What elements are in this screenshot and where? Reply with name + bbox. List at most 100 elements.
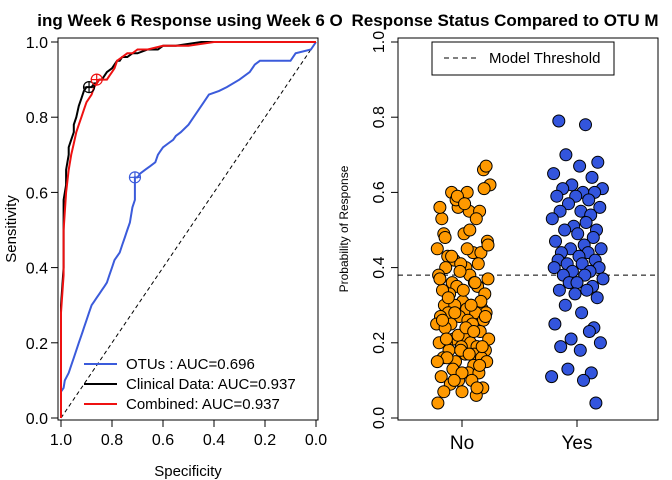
point-yes	[582, 325, 596, 338]
scatter-legend-label: Model Threshold	[489, 50, 600, 67]
roc-legend-label-0: OTUs : AUC=0.696	[126, 356, 255, 373]
point-yes	[578, 268, 592, 282]
point-yes	[594, 242, 608, 256]
point-yes	[554, 340, 568, 354]
roc-curve-2	[60, 41, 316, 418]
point-no	[445, 249, 459, 263]
point-no	[481, 272, 495, 286]
point-no	[441, 291, 455, 305]
roc-xtick-label: 1.0	[50, 432, 72, 449]
point-yes	[589, 396, 603, 410]
point-no	[478, 310, 492, 323]
point-yes	[585, 170, 599, 184]
point-yes	[547, 167, 561, 181]
point-yes	[558, 223, 572, 237]
roc-ytick-label: 0.8	[26, 110, 48, 127]
point-yes	[580, 283, 594, 297]
point-yes	[582, 193, 596, 207]
point-no	[473, 358, 487, 372]
point-no	[470, 381, 484, 395]
point-yes	[573, 159, 587, 173]
point-no	[456, 283, 470, 297]
roc-legend-label-2: Combined: AUC=0.937	[126, 396, 280, 413]
roc-curve-0	[60, 41, 317, 418]
scatter-ytick-label: 0.2	[371, 332, 388, 354]
point-no	[438, 231, 452, 244]
point-no	[455, 385, 469, 399]
point-yes	[550, 189, 564, 203]
roc-threshold-marker-2	[90, 73, 103, 86]
point-no	[471, 257, 485, 271]
scatter-ytick-label: 0.6	[371, 181, 388, 203]
point-no	[467, 325, 481, 338]
point-no	[479, 159, 493, 173]
point-no	[435, 212, 449, 226]
scatter-ytick-label: 1.0	[371, 31, 388, 53]
point-no	[477, 182, 491, 196]
scatter-plot-frame	[397, 37, 659, 421]
point-yes	[545, 212, 559, 226]
point-no	[468, 276, 482, 290]
roc-legend: OTUs : AUC=0.696 Clinical Data: AUC=0.937…	[84, 356, 296, 413]
point-yes	[553, 204, 567, 218]
roc-xtick-label: 0.0	[305, 432, 327, 449]
point-yes	[579, 118, 592, 132]
point-no	[462, 347, 476, 361]
roc-xtick-label: 0.2	[254, 432, 276, 449]
point-yes	[562, 197, 575, 211]
point-no	[463, 223, 477, 237]
point-no	[481, 238, 495, 252]
roc-threshold-marker-1	[82, 81, 96, 94]
point-no	[433, 272, 447, 286]
point-no	[458, 197, 472, 211]
point-no	[437, 385, 451, 399]
point-yes	[575, 306, 589, 320]
scatter-points-group	[430, 114, 610, 410]
point-no	[469, 212, 483, 226]
point-no	[431, 396, 445, 410]
roc-xtick-label: 0.8	[101, 432, 123, 449]
point-yes	[545, 370, 559, 384]
point-yes	[593, 200, 607, 214]
roc-reference-diagonal	[60, 41, 317, 419]
roc-ytick-label: 0.6	[26, 185, 48, 202]
point-yes	[561, 362, 575, 376]
point-no	[447, 373, 461, 387]
scatter-xtick-label-no: No	[450, 433, 474, 454]
scatter-title: Response Status Compared to OTU M	[352, 11, 659, 30]
scatter-xtick-label-yes: Yes	[562, 433, 593, 454]
point-yes	[549, 234, 562, 248]
point-yes	[579, 216, 593, 229]
point-yes	[548, 317, 562, 331]
point-no	[433, 200, 447, 214]
roc-threshold-marker-0	[128, 171, 142, 184]
scatter-ylabel: Probability of Response	[337, 165, 351, 292]
roc-xtick-label: 0.4	[203, 432, 225, 449]
point-no	[464, 298, 478, 312]
point-yes	[593, 336, 607, 350]
point-yes	[570, 276, 584, 290]
roc-series-group	[60, 41, 317, 418]
roc-ylabel: Sensitivity	[3, 195, 20, 263]
roc-axes: 1.0 0.8 0.6 0.4 0.2 0.0 0.0 0.2 0.4 0.6 0.8 1.0	[26, 35, 327, 449]
point-yes	[552, 283, 566, 297]
point-no	[430, 242, 444, 256]
roc-xlabel: Specificity	[154, 463, 222, 480]
roc-plot-frame	[57, 37, 319, 421]
roc-ytick-label: 1.0	[26, 35, 48, 52]
point-no	[460, 242, 474, 256]
point-yes	[591, 155, 605, 169]
scatter-panel: Response Status Compared to OTU M 0.0 0.2…	[337, 11, 659, 454]
point-yes	[573, 343, 587, 357]
point-no	[453, 264, 467, 278]
point-yes	[558, 298, 572, 312]
point-yes	[586, 231, 600, 244]
point-no	[434, 370, 448, 384]
scatter-legend: Model Threshold	[431, 41, 615, 76]
point-yes	[564, 332, 578, 346]
point-yes	[552, 114, 566, 128]
point-no	[430, 355, 444, 369]
point-yes	[596, 272, 610, 286]
roc-title: ing Week 6 Response using Week 6 O	[37, 11, 342, 30]
